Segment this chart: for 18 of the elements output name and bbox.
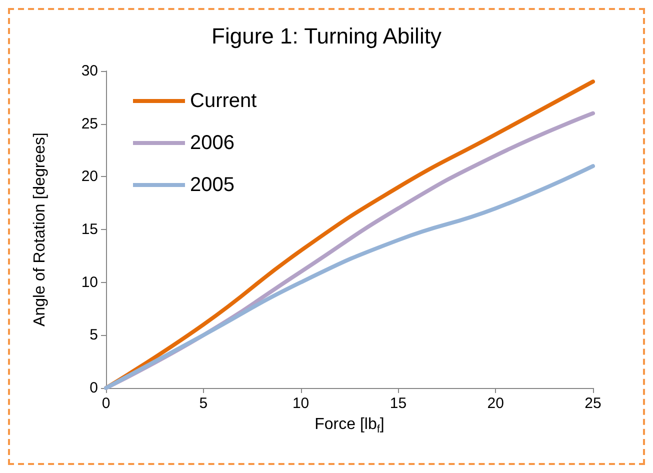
y-tick-label: 20 [81, 168, 98, 186]
y-axis-title: Angle of Rotation [degrees] [32, 132, 48, 326]
y-tick-label: 15 [81, 221, 98, 238]
y-tick-label: 10 [81, 274, 98, 291]
chart-title: Figure 1: Turning Ability [212, 24, 442, 48]
y-tick-label: 30 [81, 62, 98, 80]
legend-label: 2005 [190, 174, 234, 196]
legend-label: 2006 [190, 132, 234, 154]
y-tick-label: 0 [90, 380, 98, 396]
x-tick-label: 0 [102, 395, 110, 412]
legend-label: Current [190, 90, 258, 112]
x-tick-label: 5 [199, 395, 208, 412]
x-tick-label: 20 [487, 395, 504, 412]
x-tick-label: 10 [292, 395, 310, 412]
x-tick-label: 15 [390, 395, 407, 412]
y-tick-label: 25 [81, 115, 98, 132]
y-tick-label: 5 [90, 326, 98, 344]
x-tick-label: 25 [584, 395, 602, 412]
